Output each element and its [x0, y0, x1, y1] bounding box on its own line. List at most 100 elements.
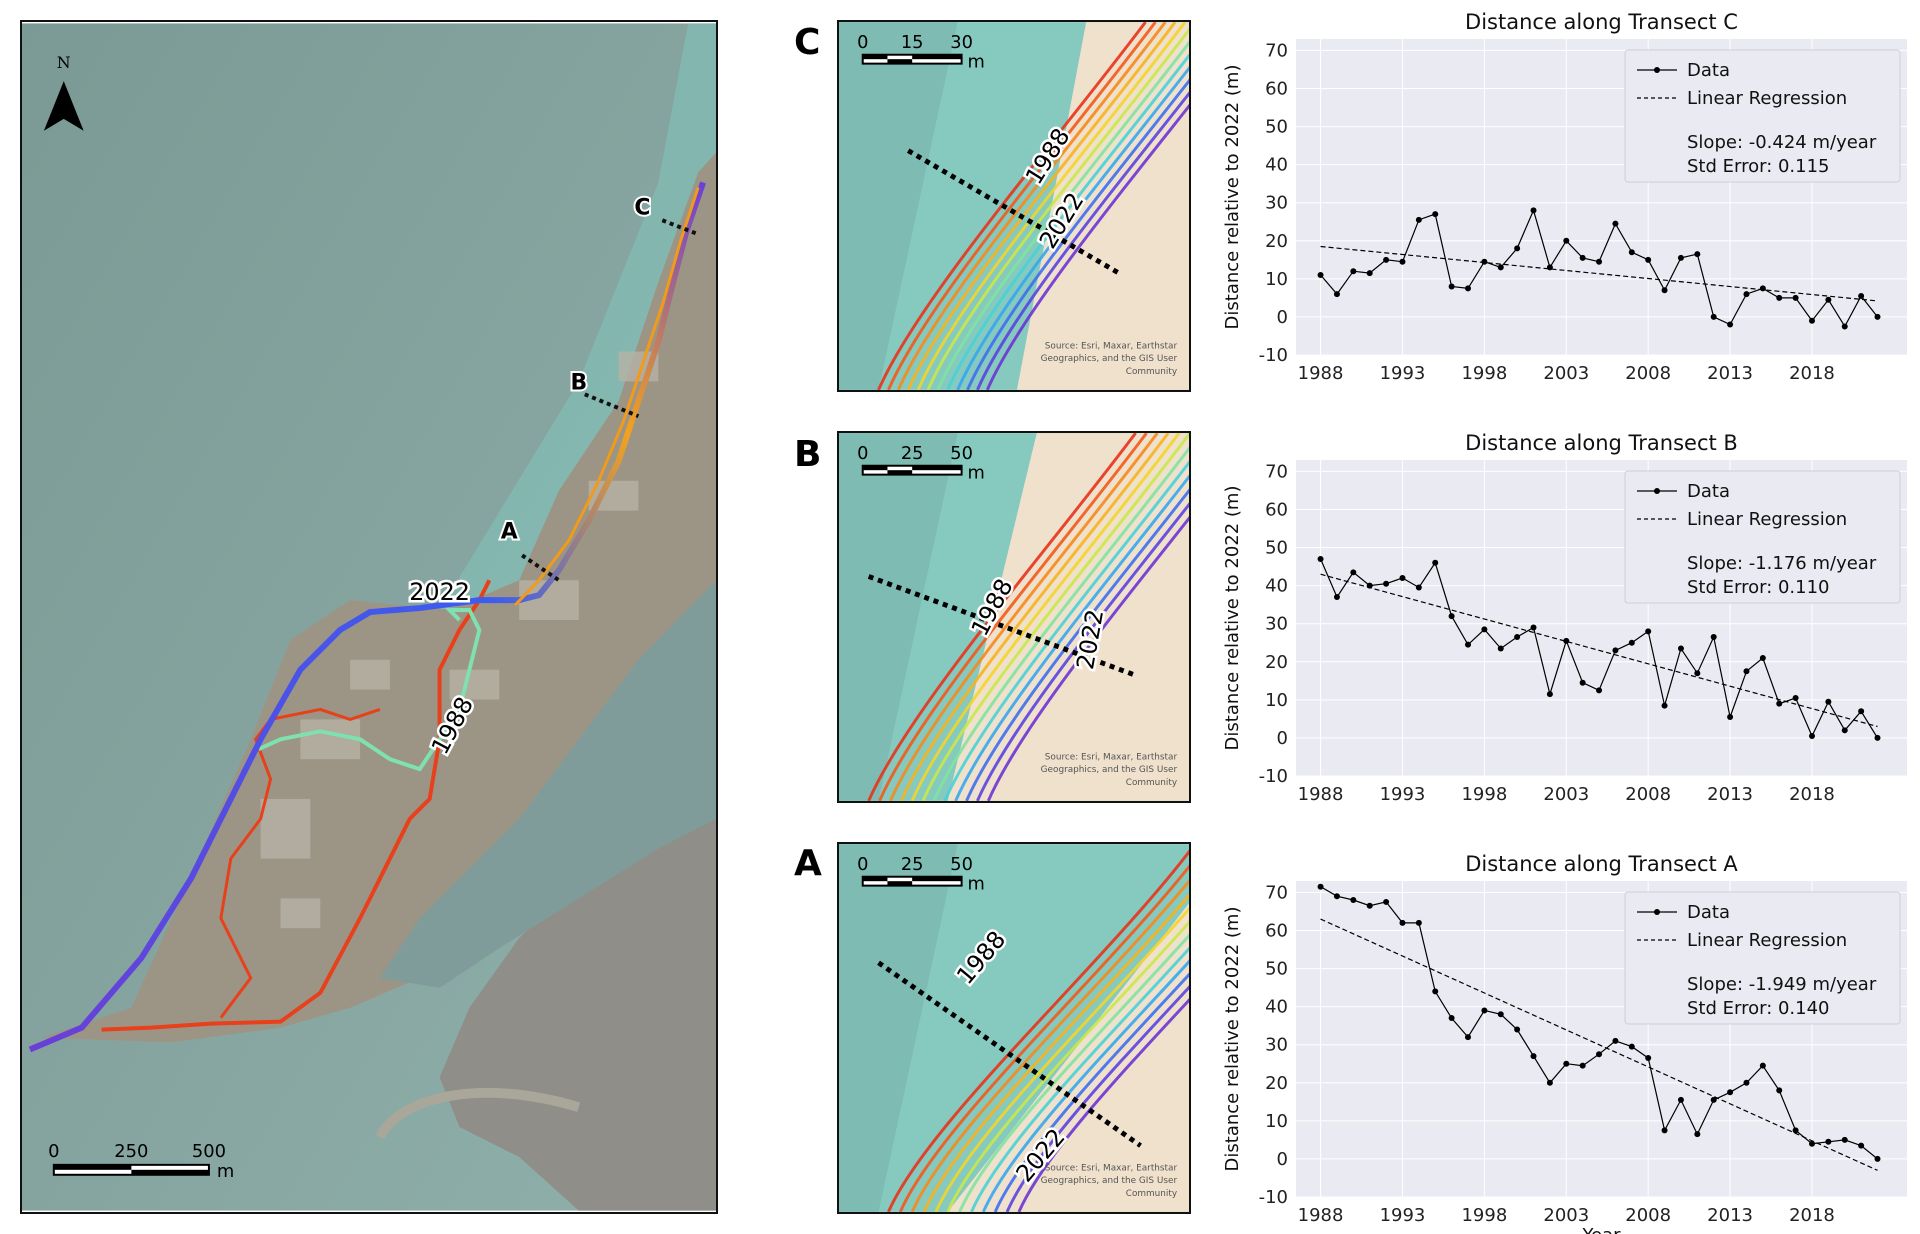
data-point — [1399, 919, 1406, 926]
inset-source-text: Community — [1126, 367, 1177, 377]
data-point — [1530, 207, 1537, 214]
y-tick-label: 30 — [1265, 193, 1288, 214]
transect-c-line — [661, 218, 699, 237]
inset-transect-line — [877, 960, 1142, 1148]
breakwater — [375, 1087, 581, 1140]
regression-line — [1320, 918, 1878, 1171]
legend-data-label: Data — [1687, 481, 1730, 502]
data-point — [1825, 296, 1832, 303]
legend-data-label: Data — [1687, 902, 1730, 923]
transect-b-line — [584, 392, 640, 418]
y-tick-label: 20 — [1265, 652, 1288, 673]
legend-slope-text: Slope: -1.176 m/year — [1687, 553, 1877, 574]
data-point — [1481, 626, 1488, 633]
data-point — [1759, 285, 1766, 292]
data-point — [1694, 251, 1701, 258]
y-tick-label: 10 — [1265, 1111, 1288, 1132]
y-tick-label: 20 — [1265, 231, 1288, 252]
data-point — [1661, 702, 1668, 709]
inset-shoreline — [898, 864, 1189, 1212]
data-point — [1612, 220, 1619, 227]
data-point — [1350, 897, 1357, 904]
data-point — [1808, 317, 1815, 324]
data-point — [1579, 1062, 1586, 1069]
y-tick-label: 20 — [1265, 1073, 1288, 1094]
data-point — [1825, 698, 1832, 705]
data-point — [1776, 1087, 1783, 1094]
y-tick-label: 40 — [1265, 576, 1288, 597]
scale-tick: 500 — [192, 1141, 226, 1162]
legend-box — [1624, 470, 1901, 604]
x-tick-label: 1993 — [1380, 363, 1426, 380]
data-point — [1317, 555, 1324, 562]
transect-label-b: B — [570, 370, 587, 395]
y-axis-label: Distance relative to 2022 (m) — [1222, 65, 1243, 330]
data-point — [1677, 1096, 1684, 1103]
legend-regression-label: Linear Regression — [1687, 509, 1847, 530]
data-point — [1481, 258, 1488, 265]
inset-shoreline — [910, 879, 1189, 1212]
data-point — [1612, 647, 1619, 654]
data-point — [1628, 249, 1635, 256]
legend-regression-label: Linear Regression — [1687, 88, 1847, 109]
port-blocks — [260, 351, 659, 929]
year-label-recent: 2022 — [409, 578, 470, 606]
inset-deep-water — [839, 433, 958, 801]
y-axis-label: Distance relative to 2022 (m) — [1222, 907, 1243, 1172]
inset-shoreline — [878, 433, 1148, 801]
y-tick-label: 60 — [1265, 78, 1288, 99]
inset-shoreline — [976, 91, 1189, 390]
inset-shoreline — [986, 516, 1189, 801]
data-point — [1546, 264, 1553, 271]
data-point — [1792, 1127, 1799, 1134]
data-point — [1677, 254, 1684, 261]
data-point — [1317, 272, 1324, 279]
y-tick-label: 0 — [1277, 1149, 1288, 1170]
inset-shoreline — [1017, 998, 1189, 1212]
data-point — [1677, 645, 1684, 652]
x-tick-label: 2018 — [1789, 363, 1835, 380]
data-point — [1448, 613, 1455, 620]
x-tick-label: 2013 — [1707, 363, 1753, 380]
inset-shoreline — [943, 460, 1189, 801]
inset-shoreline — [889, 433, 1159, 801]
main-map: N C B A 2022 1988 0 250 500 m — [20, 20, 718, 1214]
data-point — [1874, 1155, 1881, 1162]
data-point — [1808, 733, 1815, 740]
data-point — [1858, 708, 1865, 715]
x-tick-label: 2008 — [1625, 784, 1671, 801]
data-point — [1383, 898, 1390, 905]
y-tick-label: 0 — [1277, 307, 1288, 328]
inset-scale-tick: 0 — [857, 32, 868, 53]
inset-shoreline — [921, 433, 1189, 801]
x-tick-label: 1988 — [1298, 784, 1344, 801]
inset-shoreline — [922, 893, 1189, 1212]
x-tick-label: 1993 — [1380, 1205, 1426, 1226]
inset-map-c: 1988 2022 0 15 30 m Source: Esri, Maxar, Earth… — [837, 20, 1191, 392]
inset-source-text: Source: Esri, Maxar, Earthstar — [1045, 752, 1178, 762]
chart-transect-a: -10 0 10 20 30 40 50 60 70 1988 1993 1998 2003 2008 20… — [1222, 852, 1907, 1234]
main-map-graphic: N C B A 2022 1988 0 250 500 m — [22, 23, 716, 1211]
y-tick-label: 50 — [1265, 959, 1288, 980]
inset-map-a: 1988 2022 0 25 50 m Source: Esri, Maxar, Earth… — [837, 842, 1191, 1214]
chart-transect-b: -10 0 10 20 30 40 50 60 70 1988 1993 1998 2003 2008 20… — [1222, 431, 1907, 801]
inset-deep-water — [839, 22, 958, 390]
data-point — [1792, 294, 1799, 301]
data-point — [1448, 283, 1455, 290]
legend-data-marker — [1654, 909, 1660, 915]
x-tick-label: 1998 — [1461, 1205, 1507, 1226]
y-tick-label: -10 — [1259, 766, 1288, 787]
legend-slope-text: Slope: -1.949 m/year — [1687, 974, 1877, 995]
data-point — [1858, 1142, 1865, 1149]
x-tick-label: 1988 — [1298, 1205, 1344, 1226]
inset-source-text: Geographics, and the GIS User — [1041, 354, 1178, 364]
data-point — [1333, 893, 1340, 900]
data-point — [1628, 639, 1635, 646]
data-point — [1710, 634, 1717, 641]
x-tick-label: 1988 — [1298, 363, 1344, 380]
data-point — [1727, 713, 1734, 720]
y-axis-label: Distance relative to 2022 (m) — [1222, 486, 1243, 751]
data-point — [1645, 1055, 1652, 1062]
x-tick-label: 1998 — [1461, 363, 1507, 380]
